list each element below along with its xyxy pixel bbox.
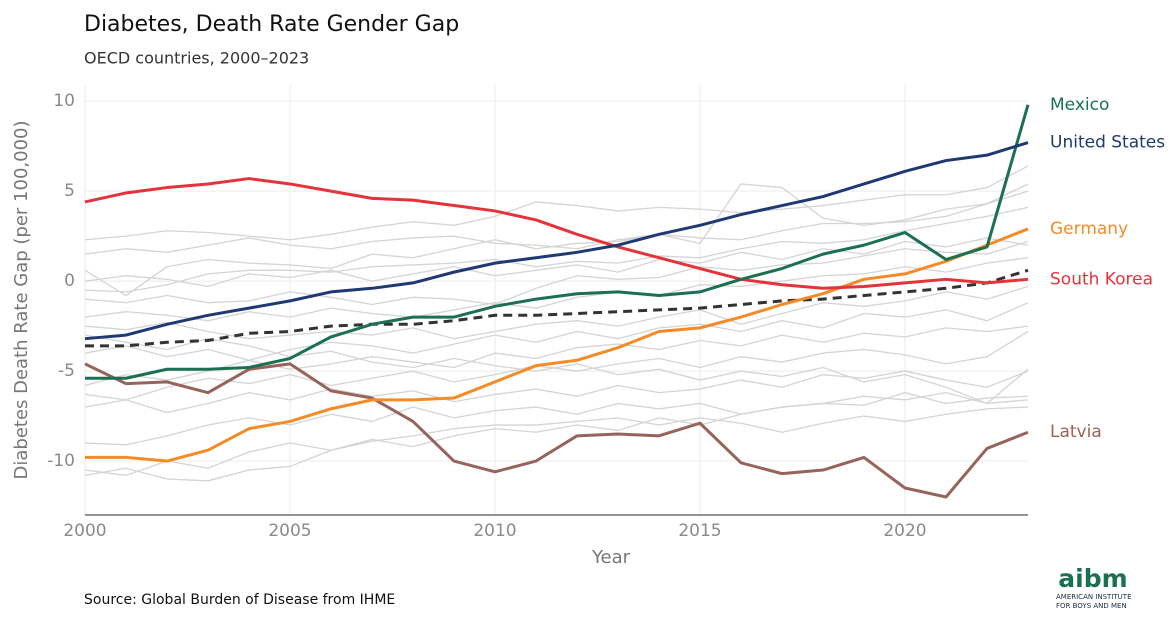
y-tick-label: 5 — [64, 181, 75, 201]
background-line — [84, 392, 1029, 446]
chart-subtitle: OECD countries, 2000–2023 — [84, 49, 309, 68]
y-tick-label: -5 — [58, 361, 75, 381]
logo-mark: aibm — [1058, 564, 1127, 593]
y-tick-label: 0 — [64, 271, 75, 291]
background-line — [84, 330, 1029, 401]
chart-title: Diabetes, Death Rate Gender Gap — [84, 12, 459, 37]
series-label: Latvia — [1050, 422, 1102, 442]
series-line — [84, 177, 1029, 290]
x-tick-label: 2005 — [268, 521, 311, 541]
y-tick-label: 10 — [53, 91, 75, 111]
background-line — [84, 183, 1029, 255]
background-line — [84, 285, 1029, 340]
background-line — [84, 334, 1029, 405]
series-label: Mexico — [1050, 95, 1109, 115]
logo-text: FOR BOYS AND MEN — [1056, 602, 1127, 610]
x-tick-label: 2015 — [678, 521, 721, 541]
background-line — [84, 406, 1029, 482]
background-line — [84, 206, 1029, 293]
background-line — [84, 257, 1029, 322]
source-note: Source: Global Burden of Disease from IH… — [84, 592, 395, 608]
x-tick-label: 2000 — [63, 521, 106, 541]
series-line — [85, 104, 1030, 380]
x-tick-label: 2020 — [883, 521, 926, 541]
x-tick-label: 2010 — [473, 521, 516, 541]
background-line — [84, 370, 1029, 414]
y-axis-label: Diabetes Death Rate Gap (per 100,000) — [11, 121, 32, 480]
series-label: Germany — [1050, 219, 1128, 239]
background-line — [84, 165, 1029, 241]
series-line — [84, 141, 1029, 341]
series-line — [85, 227, 1029, 463]
background-line — [84, 237, 1029, 288]
x-axis-label: Year — [591, 547, 631, 568]
logo-text: AMERICAN INSTITUTE — [1056, 593, 1132, 601]
series-label: United States — [1050, 133, 1165, 153]
background-line — [84, 183, 1029, 297]
background-line — [84, 302, 1029, 361]
y-tick-label: -10 — [47, 451, 75, 471]
background-line — [84, 392, 1029, 477]
average-line — [85, 268, 1029, 348]
series-label: South Korea — [1050, 269, 1153, 289]
background-line — [84, 240, 1029, 306]
series-line — [84, 362, 1029, 499]
background-line — [84, 325, 1029, 387]
